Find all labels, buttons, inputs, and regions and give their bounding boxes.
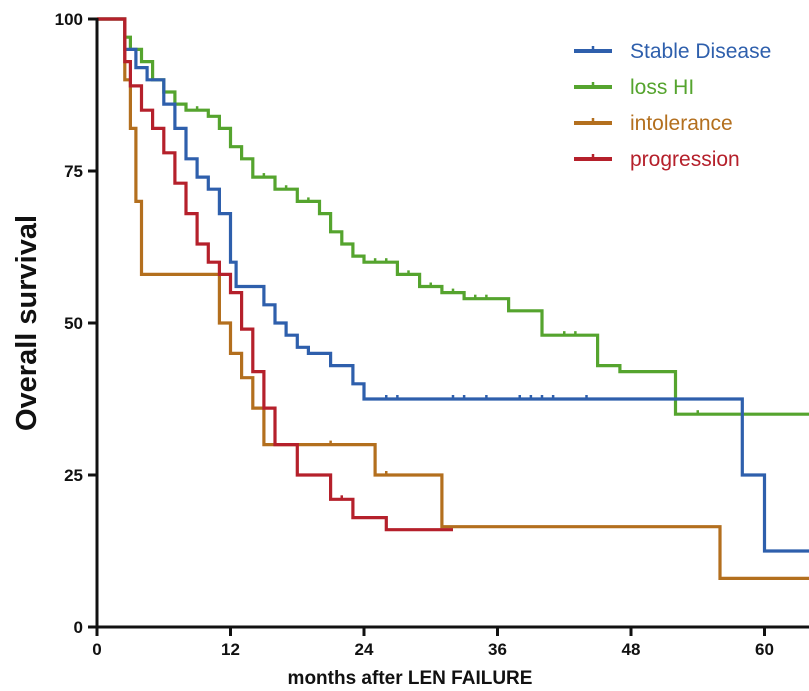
y-tick-label: 75 [64, 162, 83, 181]
plot-area [97, 17, 809, 580]
x-tick-label: 36 [488, 640, 507, 659]
axes: 0 25 50 75 100 0 12 24 36 48 60 months after LEN … [11, 10, 809, 689]
y-tick-label: 100 [55, 10, 83, 29]
series-line-3 [97, 17, 453, 532]
x-axis-ticks: 0 12 24 36 48 60 [92, 627, 774, 659]
x-tick-label: 12 [221, 640, 240, 659]
legend-item: Stable Disease [574, 40, 771, 63]
legend-label: loss HI [630, 76, 694, 99]
y-tick-label: 0 [74, 618, 83, 637]
legend: Stable Disease loss HI intolerance progress… [574, 40, 771, 171]
x-axis-title: months after LEN FAILURE [288, 668, 533, 689]
x-tick-label: 0 [92, 640, 101, 659]
x-tick-label: 48 [622, 640, 641, 659]
series-line-2 [97, 17, 809, 580]
y-axis-title: Overall survival [11, 215, 43, 431]
y-axis-ticks: 0 25 50 75 100 [55, 10, 97, 637]
y-tick-label: 25 [64, 466, 83, 485]
series-line-1 [97, 17, 809, 416]
legend-label: progression [630, 148, 740, 171]
legend-item: loss HI [574, 76, 694, 99]
series-line-0 [97, 17, 809, 553]
y-tick-label: 50 [64, 314, 83, 333]
legend-label: Stable Disease [630, 40, 771, 63]
x-tick-label: 60 [755, 640, 774, 659]
legend-item: progression [574, 148, 740, 171]
legend-label: intolerance [630, 112, 733, 135]
x-tick-label: 24 [355, 640, 374, 659]
legend-item: intolerance [574, 112, 733, 135]
